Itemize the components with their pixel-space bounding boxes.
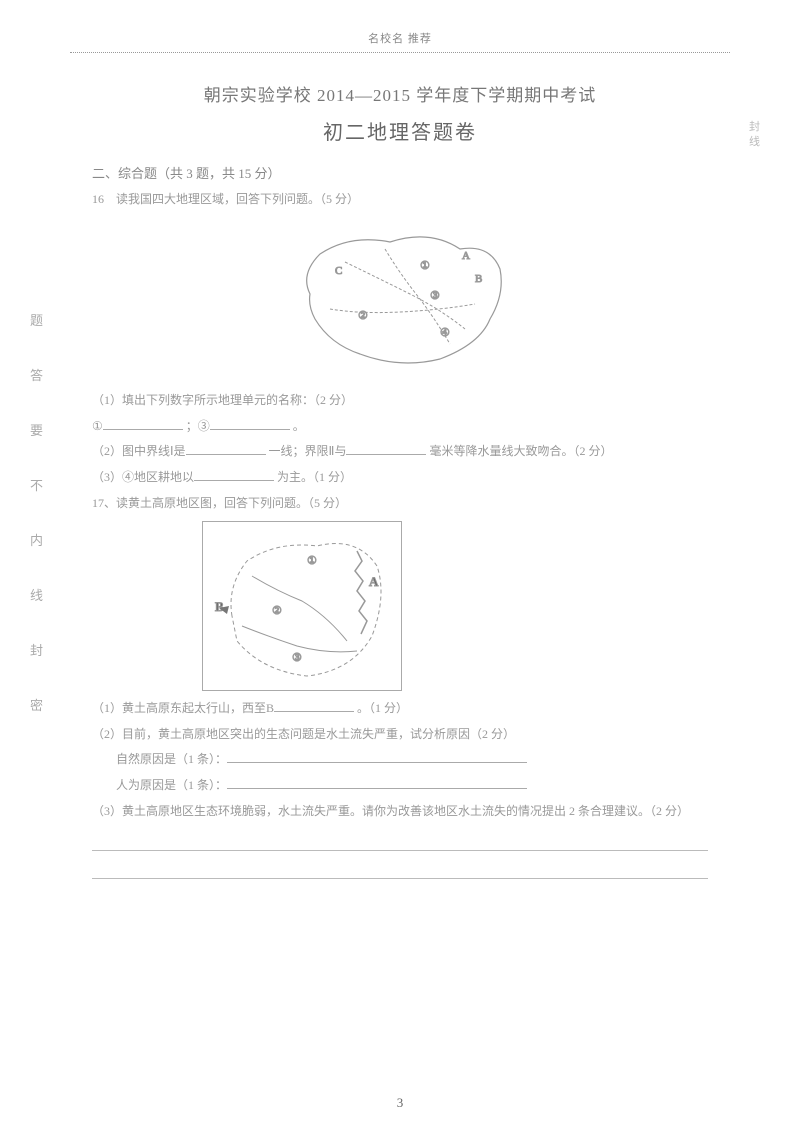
blank [103, 416, 183, 430]
q17-part2: （2）目前，黄土高原地区突出的生态问题是水土流失严重，试分析原因（2 分） [92, 723, 708, 746]
map-label-a: A [462, 250, 470, 262]
q17-part1: （1）黄土高原东起太行山，西至B 。（1 分） [92, 697, 708, 720]
blank [210, 416, 290, 430]
margin-char: 封 [30, 640, 43, 659]
blank [186, 441, 266, 455]
section2-label: 二、综合题（共 3 题，共 15 分） [92, 163, 708, 182]
q16-p3-b: 为主。（1 分） [277, 470, 352, 484]
q17-p1-b: 。（1 分） [357, 701, 408, 715]
map-label-c: C [335, 265, 342, 277]
loess-map-svg: A B ① ② ③ [207, 526, 397, 686]
q16-part1-blanks: ① ；③ 。 [92, 415, 708, 438]
q16-p3-a: （3）④地区耕地以 [92, 470, 194, 484]
q16-stem: 16 读我国四大地理区域，回答下列问题。（5 分） [92, 188, 708, 211]
answer-line [92, 859, 708, 879]
margin-char: 题 [30, 310, 43, 329]
q16-p1-i1: ① [92, 419, 103, 433]
q16-p2-b: 一线；界限Ⅱ与 [269, 444, 347, 458]
q17-part2-nat: 自然原因是（1 条）： [92, 748, 708, 771]
china-map-figure: A B C ① ② ③ ④ [285, 219, 515, 379]
blank [346, 441, 426, 455]
left-margin-markers: 题 答 要 不 内 线 封 密 [30, 310, 43, 714]
map-label-3: ③ [430, 290, 440, 302]
map2-label-a: A [369, 574, 379, 589]
q17-stem: 17、读黄土高原地区图，回答下列问题。（5 分） [92, 492, 708, 515]
q17-part2-hum: 人为原因是（1 条）： [92, 774, 708, 797]
q16-part2: （2）图中界线Ⅰ是 一线；界限Ⅱ与 毫米等降水量线大致吻合。（2 分） [92, 440, 708, 463]
margin-char: 线 [30, 585, 43, 604]
q16-p1-i2: ；③ [186, 419, 210, 433]
margin-char: 内 [30, 530, 43, 549]
margin-char: 密 [30, 695, 43, 714]
q17-hum-label: 人为原因是（1 条）： [116, 778, 227, 792]
loess-plateau-figure: A B ① ② ③ [202, 521, 402, 691]
right-note-2: 线 [749, 135, 760, 150]
q16-p2-a: （2）图中界线Ⅰ是 [92, 444, 186, 458]
q16-part1: （1）填出下列数字所示地理单元的名称：（2 分） [92, 389, 708, 412]
map-label-1: ① [420, 260, 430, 272]
map-label-4: ④ [440, 327, 450, 339]
exam-title: 朝宗实验学校 2014—2015 学年度下学期期中考试 [92, 81, 708, 106]
q17-part3: （3）黄土高原地区生态环境脆弱，水土流失严重。请你为改善该地区水土流失的情况提出… [92, 800, 708, 823]
blank [227, 749, 527, 763]
banner-text: 名校名 推荐 [70, 30, 730, 52]
right-margin-note: 封 线 [749, 120, 760, 151]
q16-p1-end: 。 [293, 419, 305, 433]
map2-label-3: ③ [292, 652, 302, 664]
blank [194, 467, 274, 481]
answer-line [92, 831, 708, 851]
blank [274, 698, 354, 712]
map2-label-1: ① [307, 555, 317, 567]
map2-label-b: B [215, 599, 224, 614]
header-divider [70, 52, 730, 53]
right-note-1: 封 [749, 120, 760, 135]
margin-char: 要 [30, 420, 43, 439]
q17-p1-a: （1）黄土高原东起太行山，西至B [92, 701, 274, 715]
q16-p2-c: 毫米等降水量线大致吻合。（2 分） [429, 444, 612, 458]
map-label-b: B [475, 273, 482, 285]
map2-label-2: ② [272, 605, 282, 617]
page-number: 3 [0, 1095, 800, 1111]
blank [227, 775, 527, 789]
q17-nat-label: 自然原因是（1 条）： [116, 752, 227, 766]
q16-part3: （3）④地区耕地以 为主。（1 分） [92, 466, 708, 489]
exam-subtitle: 初二地理答题卷 [92, 116, 708, 145]
margin-char: 答 [30, 365, 43, 384]
exam-content: 朝宗实验学校 2014—2015 学年度下学期期中考试 初二地理答题卷 二、综合… [70, 81, 730, 879]
margin-char: 不 [30, 475, 43, 494]
china-map-svg: A B C ① ② ③ ④ [290, 224, 510, 374]
map-label-2: ② [358, 310, 368, 322]
